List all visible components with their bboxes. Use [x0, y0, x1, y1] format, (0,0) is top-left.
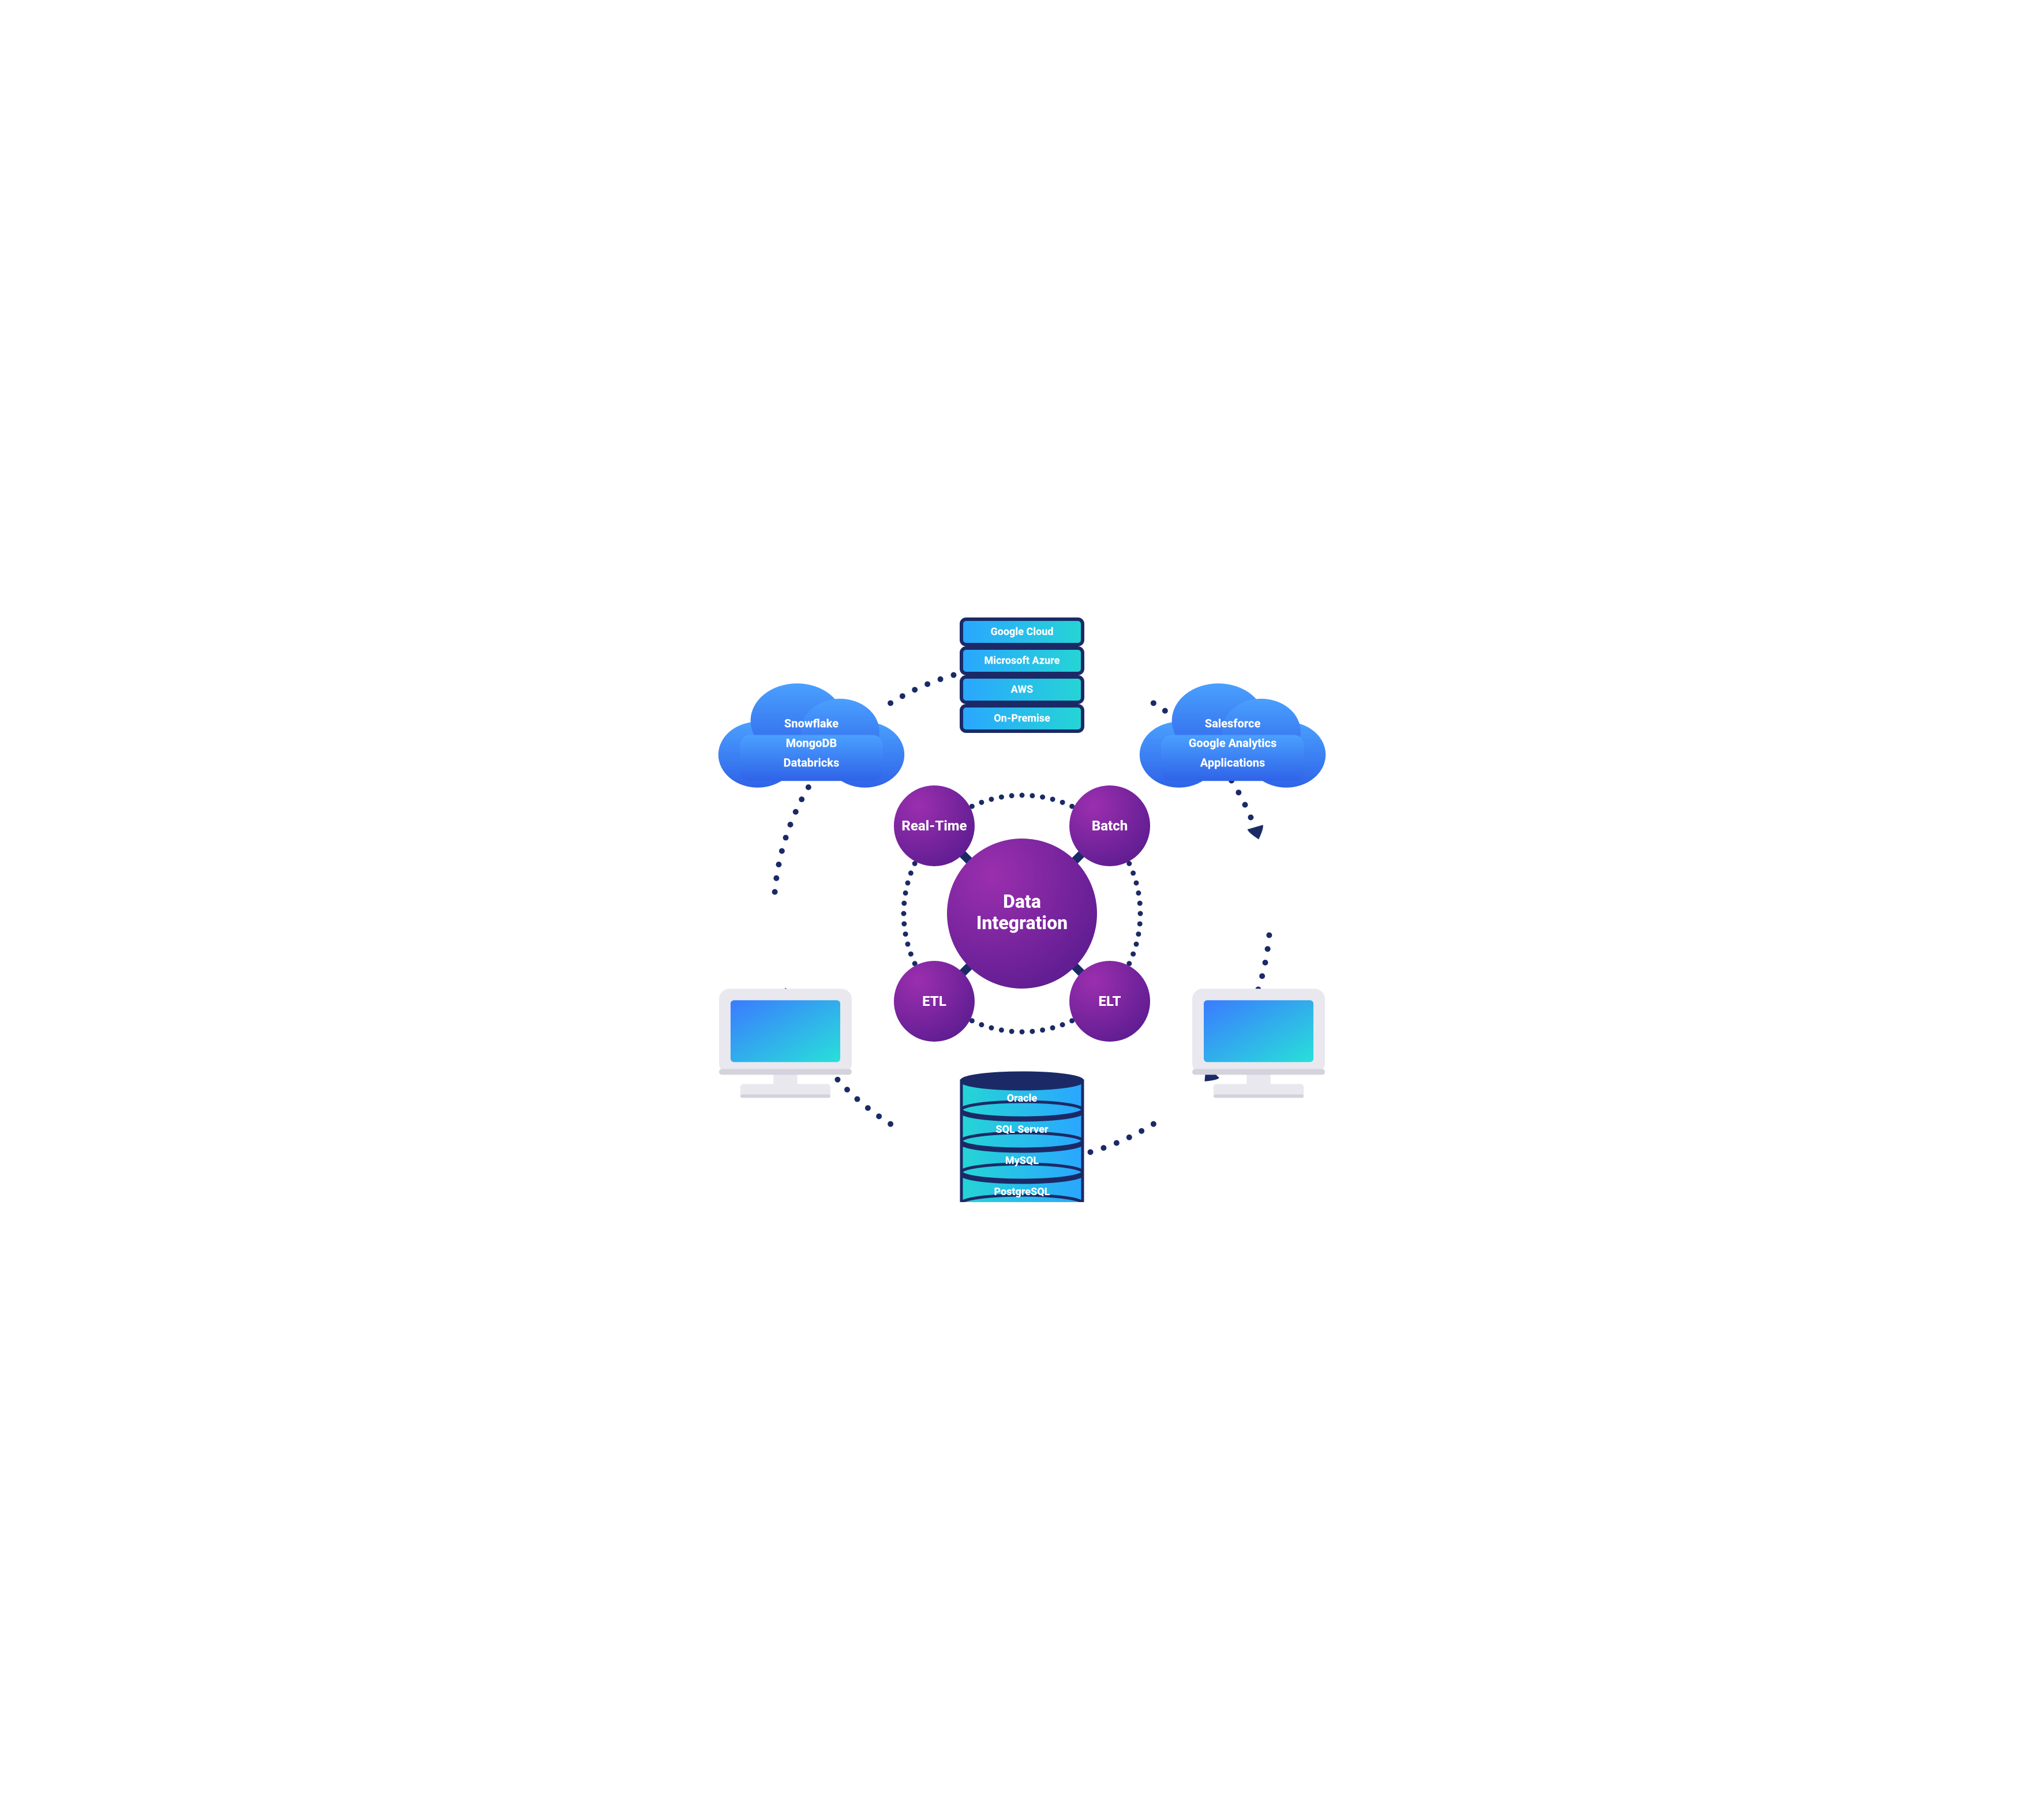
outer-arc-dot: [912, 687, 918, 693]
outer-arc-dot: [806, 784, 811, 790]
inner-ring-dot: [979, 800, 984, 805]
outer-arc-dot: [1151, 1121, 1156, 1127]
outer-arc-dot: [772, 889, 778, 895]
inner-ring-dot: [1137, 901, 1143, 906]
inner-ring-dot: [999, 795, 1004, 800]
inner-ring-dot: [1009, 793, 1014, 798]
inner-ring-dot: [1130, 952, 1136, 957]
inner-ring-dot: [1136, 931, 1141, 937]
cloud-left: Snowflake MongoDB Databricks: [718, 683, 904, 788]
cloud-left-label: Databricks: [784, 755, 840, 769]
spoke-label: ETL: [922, 993, 946, 1009]
outer-arc-dot: [788, 822, 793, 828]
inner-ring-dot: [989, 1025, 994, 1031]
outer-arc-dot: [1114, 1140, 1120, 1146]
outer-arc-dot: [779, 848, 785, 854]
outer-arc-dot: [865, 1105, 871, 1111]
outer-arc-dot: [888, 1121, 893, 1127]
inner-ring-dot: [1136, 890, 1141, 896]
outer-arc-dot: [799, 796, 804, 802]
outer-arc-dot: [1236, 789, 1241, 795]
cloud-left-label: Snowflake: [784, 716, 838, 730]
inner-ring-dot: [1137, 921, 1143, 926]
cloud-right: Salesforce Google Analytics Applications: [1140, 683, 1326, 788]
outer-arc-dot: [773, 875, 779, 881]
outer-arc-dot: [1162, 708, 1168, 714]
outer-arc-dot: [776, 862, 781, 867]
inner-ring-dot: [1040, 1027, 1045, 1032]
platform-layer-label: On-Premise: [994, 713, 1050, 725]
outer-arc-dot: [1126, 1135, 1132, 1140]
outer-arc-dot: [793, 809, 799, 815]
inner-ring-dot: [903, 890, 908, 896]
db-disk-label: SQL Server: [995, 1124, 1048, 1136]
inner-ring-dot: [1040, 795, 1045, 800]
outer-arc-arrowhead: [1248, 825, 1263, 839]
inner-ring-dot: [1050, 796, 1055, 802]
cloud-right-label: Salesforce: [1205, 716, 1261, 730]
inner-ring-dot: [903, 931, 908, 937]
outer-arc-dot: [1259, 973, 1265, 979]
db-disk-label: PostgreSQL: [994, 1186, 1050, 1198]
outer-arc-dot: [1263, 960, 1268, 965]
outer-arc-dot: [783, 835, 789, 841]
inner-ring-dot: [908, 952, 914, 957]
inner-ring-dot: [1030, 1029, 1035, 1034]
outer-arc-dot: [1139, 1128, 1144, 1134]
inner-ring-dot: [1060, 800, 1065, 805]
inner-ring-dot: [1020, 793, 1025, 798]
outer-arc-dot: [938, 676, 944, 682]
spoke-label: Batch: [1092, 818, 1128, 834]
inner-ring-dot: [1134, 942, 1139, 947]
inner-ring-dot: [1138, 911, 1143, 916]
inner-ring-dot: [989, 796, 994, 802]
diagram-svg: DataIntegrationReal-TimeBatchELTETLGoogl…: [682, 602, 1362, 1202]
outer-arc-dot: [1266, 932, 1272, 938]
inner-ring-dot: [1030, 793, 1035, 798]
database-stack: PostgreSQL MySQL SQL Server Oracle: [961, 1073, 1083, 1202]
computer-left: [719, 989, 852, 1098]
inner-ring-dot: [1060, 1022, 1065, 1027]
outer-arc-dot: [876, 1113, 882, 1119]
inner-ring-dot: [905, 942, 910, 947]
db-disk-label: MySQL: [1005, 1155, 1039, 1167]
outer-arc-dot: [1265, 946, 1271, 952]
inner-ring-dot: [901, 911, 907, 916]
inner-ring-dot: [1050, 1025, 1055, 1031]
inner-ring-dot: [999, 1027, 1004, 1032]
outer-arc-dot: [888, 700, 893, 706]
platform-layer-label: AWS: [1011, 684, 1034, 696]
outer-arc-dot: [834, 1077, 840, 1083]
cloud-left-label: MongoDB: [786, 736, 837, 750]
cloud-right-label: Google Analytics: [1189, 736, 1276, 750]
outer-arc-dot: [1242, 802, 1248, 808]
outer-arc-dot: [1248, 814, 1253, 820]
inner-ring-dot: [979, 1022, 984, 1027]
outer-arc-dot: [844, 1087, 850, 1092]
outer-arc-dot: [1088, 1149, 1094, 1155]
inner-ring-dot: [905, 880, 910, 885]
diagram-canvas: DataIntegrationReal-TimeBatchELTETLGoogl…: [682, 602, 1362, 1202]
inner-ring-dot: [901, 921, 907, 926]
outer-arc-dot: [924, 681, 930, 687]
spoke-label: ELT: [1099, 993, 1121, 1009]
computer-right: [1192, 989, 1325, 1098]
outer-arc-dot: [855, 1096, 860, 1102]
inner-ring-dot: [1130, 870, 1136, 875]
inner-ring-dot: [901, 901, 907, 906]
outer-arc-dot: [1100, 1145, 1106, 1151]
inner-ring-dot: [1134, 880, 1139, 885]
inner-ring-dot: [1020, 1030, 1025, 1035]
platform-layer-label: Microsoft Azure: [984, 655, 1060, 667]
inner-ring-dot: [908, 870, 914, 875]
outer-arc-dot: [950, 672, 956, 678]
cloud-right-label: Applications: [1200, 755, 1266, 769]
db-disk-label: Oracle: [1007, 1092, 1038, 1105]
inner-ring-dot: [1009, 1029, 1014, 1034]
spoke-label: Real-Time: [901, 818, 967, 834]
platform-layer-label: Google Cloud: [990, 626, 1053, 638]
outer-arc-dot: [1151, 700, 1156, 706]
outer-arc-dot: [900, 693, 905, 699]
